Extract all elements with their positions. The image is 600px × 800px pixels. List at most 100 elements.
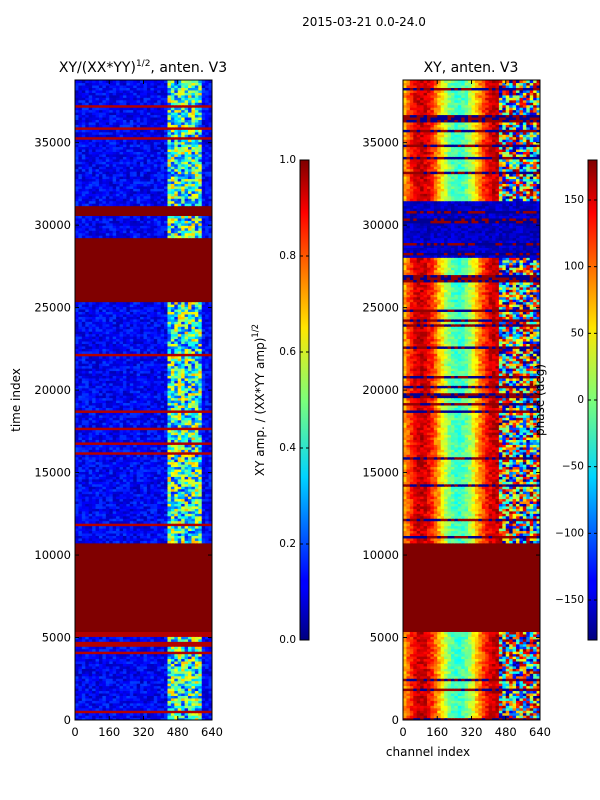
heatmap-cell	[78, 660, 83, 664]
heatmap-cell	[140, 515, 145, 519]
heatmap-cell	[177, 564, 182, 568]
heatmap-cell	[188, 670, 193, 674]
heatmap-cell	[191, 624, 196, 628]
heatmap-cell	[167, 500, 172, 504]
heatmap-cell	[98, 473, 103, 477]
heatmap-cell	[88, 434, 93, 438]
heatmap-cell	[136, 628, 141, 632]
heatmap-cell	[92, 678, 97, 682]
heatmap-cell	[194, 668, 199, 672]
heatmap-cell	[75, 459, 80, 463]
heatmap-cell	[150, 609, 155, 613]
heatmap-cell	[170, 567, 175, 571]
heatmap-cell	[102, 537, 107, 541]
heatmap-cell	[188, 476, 193, 480]
heatmap-cell	[102, 493, 107, 497]
heatmap-cell	[205, 446, 210, 450]
heatmap-cell	[105, 555, 110, 559]
heatmap-cell	[102, 483, 107, 487]
heatmap-cell	[160, 646, 165, 650]
heatmap-cell	[116, 449, 121, 453]
heatmap-cell	[92, 638, 97, 642]
heatmap-cell	[198, 643, 203, 647]
heatmap-cell	[157, 614, 162, 618]
heatmap-cell	[201, 491, 206, 495]
heatmap-cell	[122, 537, 127, 541]
heatmap-cell	[143, 675, 148, 679]
heatmap-cell	[81, 523, 86, 527]
heatmap-cell	[150, 626, 155, 630]
heatmap-cell	[201, 579, 206, 583]
heatmap-cell	[201, 468, 206, 472]
heatmap-cell	[164, 429, 169, 433]
heatmap-cell	[109, 483, 114, 487]
heatmap-cell	[150, 488, 155, 492]
heatmap-cell	[146, 439, 151, 443]
heatmap-cell	[92, 668, 97, 672]
heatmap-cell	[109, 596, 114, 600]
heatmap-cell	[81, 705, 86, 709]
heatmap-cell	[157, 624, 162, 628]
heatmap-cell	[112, 638, 117, 642]
heatmap-cell	[174, 555, 179, 559]
heatmap-cell	[194, 594, 199, 598]
heatmap-cell	[133, 574, 138, 578]
heatmap-cell	[205, 468, 210, 472]
heatmap-cell	[88, 429, 93, 433]
heatmap-cell	[164, 436, 169, 440]
heatmap-cell	[105, 564, 110, 568]
heatmap-cell	[78, 569, 83, 573]
heatmap-cell	[164, 643, 169, 647]
heatmap-cell	[181, 715, 186, 719]
heatmap-cell	[184, 417, 189, 421]
heatmap-cell	[198, 528, 203, 532]
heatmap-cell	[146, 503, 151, 507]
heatmap-cell	[98, 468, 103, 472]
heatmap-cell	[119, 663, 124, 667]
heatmap-cell	[112, 690, 117, 694]
heatmap-cell	[198, 550, 203, 554]
heatmap-cell	[119, 520, 124, 524]
heatmap-cell	[81, 685, 86, 689]
heatmap-cell	[78, 690, 83, 694]
heatmap-cell	[78, 614, 83, 618]
heatmap-cell	[198, 673, 203, 677]
heatmap-cell	[146, 456, 151, 460]
heatmap-cell	[170, 572, 175, 576]
heatmap-cell	[81, 692, 86, 696]
heatmap-cell	[136, 432, 141, 436]
heatmap-cell	[119, 695, 124, 699]
heatmap-cell	[188, 486, 193, 490]
heatmap-cell	[92, 449, 97, 453]
heatmap-cell	[205, 436, 210, 440]
heatmap-cell	[167, 520, 172, 524]
heatmap-cell	[140, 680, 145, 684]
heatmap-cell	[95, 498, 100, 502]
heatmap-cell	[184, 429, 189, 433]
heatmap-cell	[157, 564, 162, 568]
heatmap-cell	[129, 486, 134, 490]
heatmap-cell	[191, 503, 196, 507]
heatmap-cell	[181, 564, 186, 568]
heatmap-cell	[143, 707, 148, 711]
heatmap-cell	[194, 471, 199, 475]
heatmap-cell	[164, 592, 169, 596]
heatmap-cell	[98, 552, 103, 556]
heatmap-cell	[157, 535, 162, 539]
heatmap-cell	[109, 446, 114, 450]
heatmap-cell	[188, 710, 193, 714]
heatmap-cell	[81, 432, 86, 436]
heatmap-cell	[112, 621, 117, 625]
heatmap-cell	[208, 646, 212, 650]
heatmap-cell	[157, 626, 162, 630]
heatmap-cell	[105, 422, 110, 426]
heatmap-cell	[208, 439, 212, 443]
heatmap-cell	[122, 427, 127, 431]
heatmap-cell	[150, 658, 155, 662]
heatmap-cell	[160, 557, 165, 561]
heatmap-cell	[164, 660, 169, 664]
heatmap-cell	[181, 705, 186, 709]
heatmap-cell	[177, 688, 182, 692]
heatmap-cell	[136, 665, 141, 669]
heatmap-cell	[105, 609, 110, 613]
